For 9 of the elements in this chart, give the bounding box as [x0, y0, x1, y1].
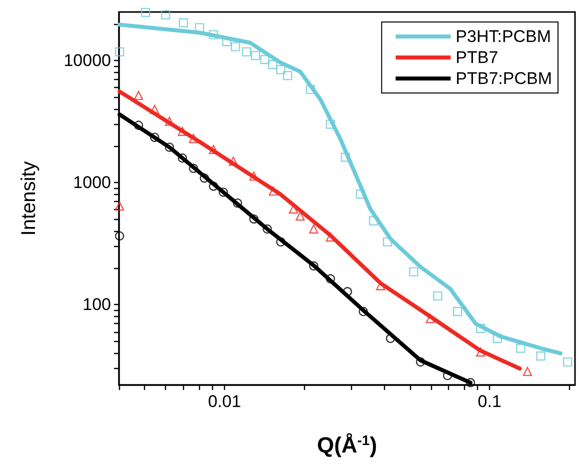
y-tick-label: 100 — [82, 295, 111, 314]
legend-label: P3HT:PCBM — [456, 27, 552, 46]
y-tick-label: 1000 — [73, 173, 111, 192]
x-tick-label: 0.01 — [208, 392, 242, 411]
y-axis-title: Intensity — [18, 161, 40, 236]
legend-label: PTB7:PCBM — [456, 69, 552, 88]
x-tick-label: 0.1 — [478, 392, 502, 411]
y-tick-label: 10000 — [64, 51, 111, 70]
legend-label: PTB7 — [456, 48, 498, 67]
